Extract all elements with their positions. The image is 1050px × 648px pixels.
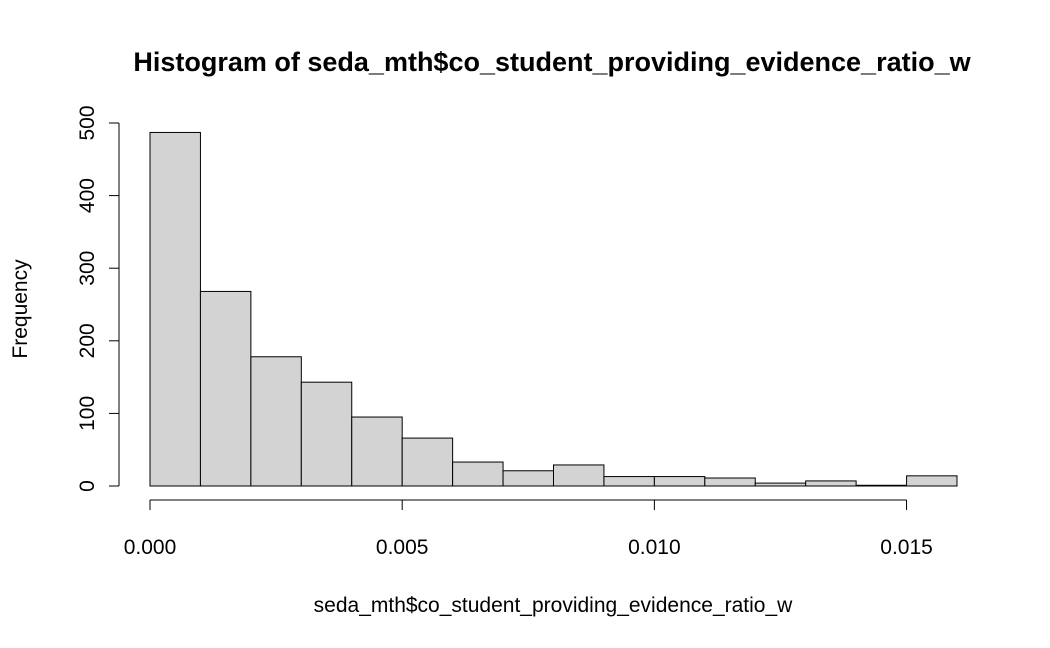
histogram-bar-12 bbox=[754, 482, 807, 487]
x-tick-label: 0.005 bbox=[376, 536, 429, 559]
y-tick-label: 0 bbox=[76, 480, 99, 492]
histogram-bar-0 bbox=[149, 131, 201, 487]
x-tick-label: 0.015 bbox=[880, 536, 933, 559]
y-tick-label: 400 bbox=[76, 178, 99, 213]
histogram-bar-15 bbox=[906, 475, 958, 487]
histogram-bar-9 bbox=[603, 476, 655, 487]
histogram-bar-10 bbox=[653, 476, 706, 487]
histogram-bar-11 bbox=[704, 477, 756, 487]
histogram-bar-1 bbox=[199, 290, 252, 487]
x-axis: 0.000 0.005 0.010 0.015 bbox=[124, 499, 933, 559]
histogram-bar-14 bbox=[855, 484, 908, 487]
histogram-bar-2 bbox=[250, 356, 302, 487]
histogram-bar-5 bbox=[401, 437, 454, 487]
x-tick-label: 0.010 bbox=[628, 536, 681, 559]
x-axis-label: seda_mth$co_student_providing_evidence_r… bbox=[314, 594, 793, 617]
y-tick-label: 100 bbox=[76, 396, 99, 431]
histogram-bar-8 bbox=[553, 464, 605, 487]
y-tick-label: 500 bbox=[76, 105, 99, 140]
y-axis-label: Frequency bbox=[9, 259, 32, 359]
histogram-bar-4 bbox=[351, 416, 403, 487]
y-tick-label: 200 bbox=[76, 323, 99, 358]
x-tick-label: 0.000 bbox=[124, 536, 177, 559]
histogram-bar-3 bbox=[300, 381, 353, 487]
bars-group bbox=[149, 131, 958, 487]
histogram-bar-6 bbox=[452, 461, 504, 487]
y-tick-label: 300 bbox=[76, 251, 99, 286]
histogram-bar-7 bbox=[502, 470, 554, 487]
chart-title: Histogram of seda_mth$co_student_providi… bbox=[133, 47, 971, 77]
histogram-bar-13 bbox=[805, 480, 857, 487]
y-axis: 0 100 200 300 400 500 bbox=[76, 105, 120, 492]
